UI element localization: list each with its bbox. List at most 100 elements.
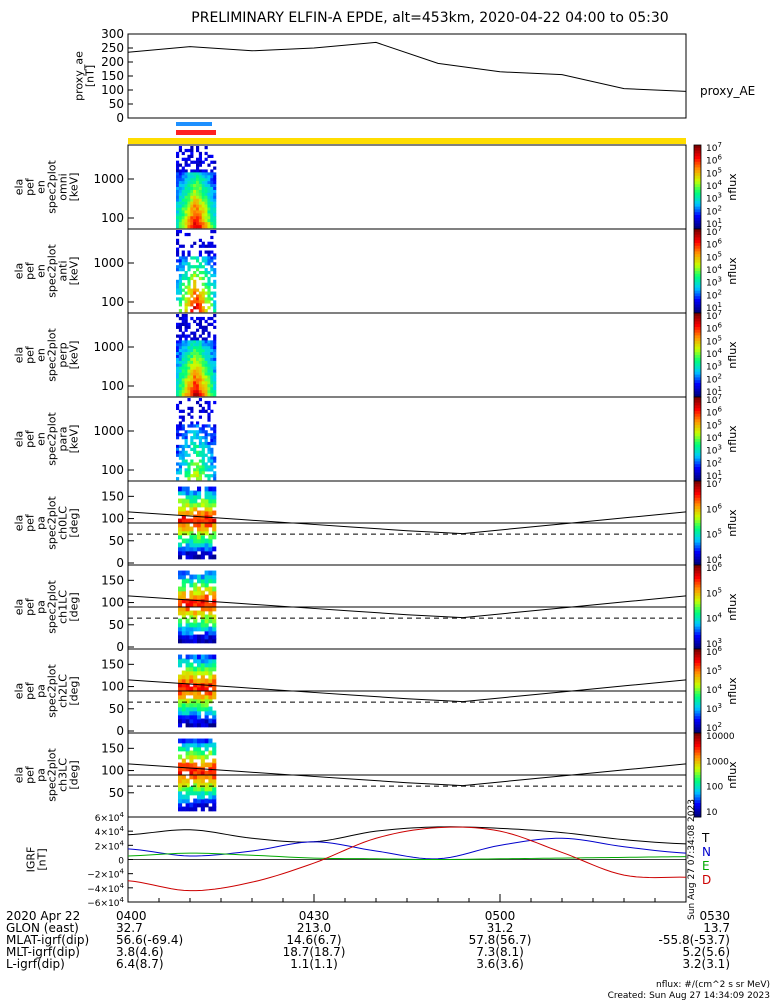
spec-cell (181, 256, 185, 260)
spec-cell (184, 468, 188, 472)
pa-cbar-cell (694, 553, 701, 558)
spec-cell (193, 160, 197, 164)
pa-cell (200, 546, 205, 552)
pa-cell (212, 654, 217, 660)
pa-cell (208, 722, 213, 728)
pa-cell (185, 518, 190, 524)
spec-cell (193, 175, 197, 179)
spec-cell (184, 300, 188, 304)
spec-cell (210, 322, 214, 327)
spec-cell (176, 406, 180, 411)
pa-cell (200, 526, 205, 532)
pa-cell (197, 542, 202, 548)
pa-cell (204, 762, 209, 768)
spec-cell (184, 319, 188, 324)
pa-cell (208, 502, 213, 508)
spec-cbar-label: 104 (706, 431, 722, 444)
spec-cell (210, 366, 214, 370)
spec-cell (196, 453, 200, 457)
pa-cell (208, 570, 213, 576)
spec-ytick-label: 1000 (93, 340, 124, 354)
spec-cell (196, 424, 200, 428)
pa-cell (208, 742, 213, 748)
spec-cell (198, 403, 203, 408)
spec-cell (204, 319, 208, 324)
spec-cell (210, 381, 214, 385)
spec-cell (198, 363, 203, 368)
pa-cell (212, 486, 217, 492)
pa-cell (193, 682, 198, 688)
pa-cbar-label: 104 (706, 683, 722, 696)
pa-cell (208, 590, 213, 596)
spec-cell (178, 169, 183, 173)
pa-cell (204, 502, 209, 508)
spec-cell (193, 241, 197, 245)
spec-cell (176, 201, 180, 205)
spec-cell (204, 453, 208, 457)
pa-cell (200, 722, 205, 728)
pa-cbar-label: 106 (706, 502, 722, 515)
spec-cbar-cell (694, 411, 701, 415)
spec-cell (184, 346, 188, 350)
spec-cell (201, 207, 205, 211)
spec-cell (196, 181, 200, 185)
pa-cell (181, 714, 186, 720)
spec-cell (176, 172, 180, 176)
pa-cell (197, 690, 202, 696)
footer-value: 13.7 (703, 921, 730, 935)
spec-cell (213, 309, 217, 313)
spec-cell (198, 316, 203, 321)
pa-cell (197, 666, 202, 672)
spec-cell (184, 337, 188, 341)
spec-cell (190, 352, 194, 356)
spec-cbar-cell (694, 201, 701, 205)
spec-cbar-cell (694, 357, 701, 362)
footer-created: Created: Sun Aug 27 14:34:09 2023 (608, 991, 770, 1000)
spec-cell (207, 181, 211, 185)
pa-cell (189, 542, 194, 548)
pa-cell (204, 526, 209, 532)
spec-cell (198, 178, 203, 182)
spec-cell (187, 471, 191, 475)
spec-cell (213, 207, 217, 211)
spec-cell (201, 219, 205, 223)
spec-cell (198, 172, 203, 176)
pa-cell (178, 790, 183, 796)
pa-cell (178, 586, 183, 592)
spec-cell (181, 340, 185, 344)
pa-cell (193, 498, 198, 504)
spec-cell (187, 346, 191, 350)
pa-cbar-cell (694, 797, 701, 801)
spec-cell (207, 322, 211, 327)
pa-cell (197, 534, 202, 540)
spec-cell (193, 256, 197, 260)
pa-lc-upper-line (127, 595, 687, 619)
pa-cbar-label: 105 (706, 528, 722, 541)
footer-row-label: 2020 Apr 22 (6, 909, 80, 923)
spec-cell (196, 306, 200, 310)
spec-cell (176, 390, 180, 394)
spec-cell (178, 471, 183, 475)
pa-cell (178, 526, 183, 532)
pa-cell (197, 486, 202, 492)
spec-cbar-cell (694, 377, 701, 381)
pa-cell (185, 766, 190, 772)
spec-cell (213, 285, 217, 289)
spec-cell (201, 406, 205, 411)
spec-cell (198, 372, 203, 376)
pa-cell (181, 674, 186, 680)
spec-cell (181, 201, 185, 205)
pa-cell (185, 778, 190, 784)
pa-cell (189, 742, 194, 748)
spec-cell (190, 273, 194, 278)
pa-cell (193, 718, 198, 724)
footer-value: -55.8(-53.7) (659, 933, 730, 947)
spec-cell (198, 465, 203, 469)
pa-cbar-cell (694, 674, 701, 678)
pa-cell (189, 674, 194, 680)
pa-cell (212, 806, 217, 812)
spec-cell (176, 372, 180, 376)
spec-cell (201, 346, 205, 350)
spec-cell (176, 265, 180, 269)
pa-cbar-cell (694, 601, 701, 605)
